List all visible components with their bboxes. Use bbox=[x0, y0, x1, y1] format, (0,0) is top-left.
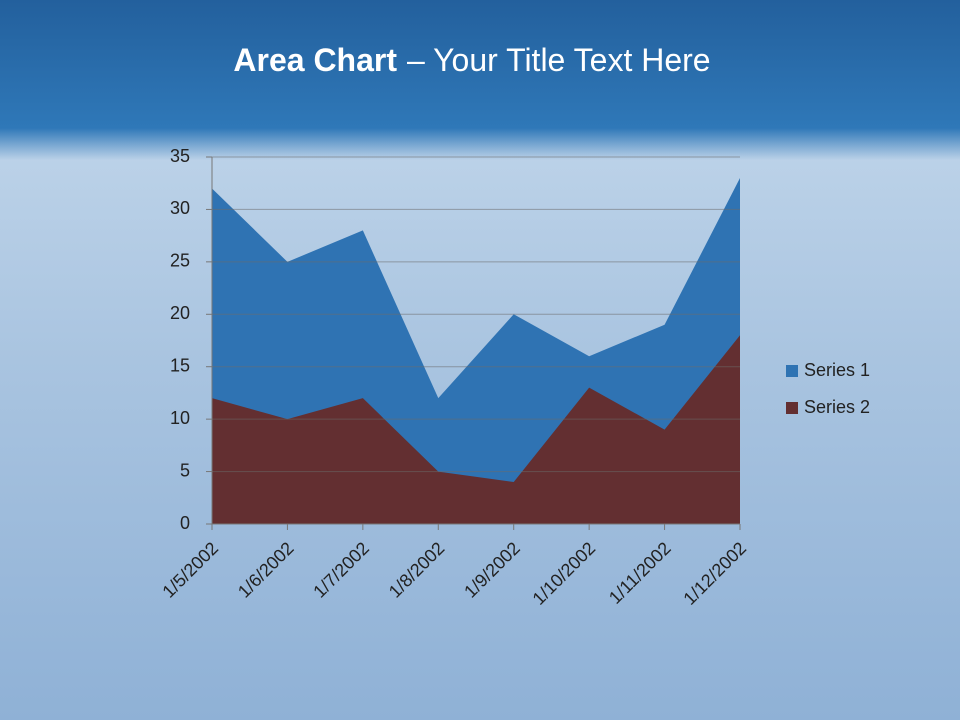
title-bold: Area Chart bbox=[233, 42, 397, 78]
y-tick-label: 35 bbox=[170, 146, 190, 166]
y-tick-label: 5 bbox=[180, 460, 190, 480]
legend-label: Series 1 bbox=[804, 360, 870, 380]
legend-label: Series 2 bbox=[804, 397, 870, 417]
y-tick-label: 25 bbox=[170, 251, 190, 271]
y-tick-label: 30 bbox=[170, 198, 190, 218]
header-band bbox=[0, 0, 960, 160]
y-tick-label: 10 bbox=[170, 408, 190, 428]
area bbox=[212, 335, 740, 524]
y-tick-label: 20 bbox=[170, 303, 190, 323]
y-tick-label: 0 bbox=[180, 513, 190, 533]
slide-title: Area Chart – Your Title Text Here bbox=[233, 42, 710, 78]
title-rest: – Your Title Text Here bbox=[407, 42, 711, 78]
legend-swatch bbox=[786, 402, 798, 414]
legend-swatch bbox=[786, 365, 798, 377]
y-tick-label: 15 bbox=[170, 355, 190, 375]
